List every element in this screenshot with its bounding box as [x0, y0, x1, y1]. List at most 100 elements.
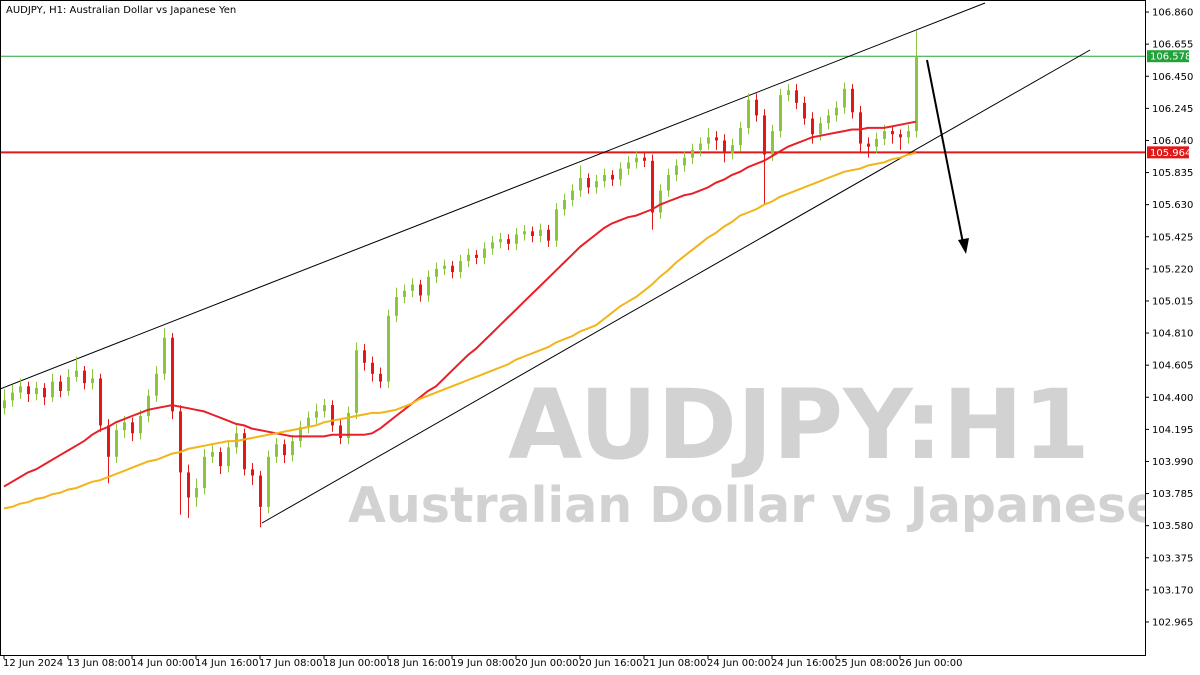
- candle-body: [371, 362, 374, 374]
- candle-body: [603, 174, 606, 182]
- channel-upper: [0, 2, 986, 390]
- candle-body: [875, 138, 878, 147]
- y-tick-label: 105.425: [1152, 232, 1193, 243]
- axes: 106.860 106.655 106.450 106.245 106.040 105.8…: [3, 8, 1193, 669]
- candle-body: [403, 290, 406, 298]
- candle-body: [883, 131, 886, 139]
- candle-body: [867, 143, 870, 147]
- candle-body: [483, 248, 486, 258]
- price-level-label: 106.578: [1150, 52, 1191, 63]
- candle-body: [619, 168, 622, 180]
- candle-body: [99, 378, 102, 426]
- y-tick-label: 105.220: [1152, 264, 1193, 275]
- chart-title: AUDJPY, H1: Australian Dollar vs Japanes…: [6, 5, 236, 16]
- candle-body: [611, 174, 614, 180]
- candle-body: [19, 386, 22, 393]
- candle-body: [27, 386, 30, 395]
- x-tick-label: 14 Jun 16:00: [195, 658, 259, 669]
- candle-body: [843, 88, 846, 108]
- candle-body: [699, 143, 702, 150]
- x-tick-label: 21 Jun 08:00: [643, 658, 707, 669]
- candle-body: [43, 387, 46, 398]
- candle-body: [835, 107, 838, 116]
- candle-body: [675, 165, 678, 175]
- candle-body: [899, 134, 902, 138]
- x-tick-label: 12 Jun 2024: [3, 658, 63, 669]
- y-tick-label: 106.655: [1152, 40, 1193, 51]
- candle-body: [739, 127, 742, 146]
- candle-body: [915, 56, 918, 132]
- candle-body: [211, 452, 214, 457]
- candle-body: [123, 422, 126, 431]
- candle-body: [387, 315, 390, 382]
- x-tick-label: 24 Jun 00:00: [707, 658, 771, 669]
- y-tick-label: 106.450: [1152, 72, 1193, 83]
- candle-body: [747, 99, 750, 128]
- candle-body: [523, 231, 526, 235]
- candle-body: [667, 174, 670, 191]
- x-tick-label: 20 Jun 00:00: [515, 658, 579, 669]
- candle-body: [291, 441, 294, 456]
- candle-body: [35, 387, 38, 395]
- y-tick-label: 105.015: [1152, 296, 1193, 307]
- candle-body: [595, 181, 598, 188]
- candle-body: [355, 350, 358, 413]
- candle-body: [803, 102, 806, 119]
- candle-body: [499, 239, 502, 243]
- candle-body: [59, 381, 62, 391]
- candle-body: [491, 242, 494, 249]
- y-tick-label: 105.630: [1152, 200, 1193, 211]
- y-tick-label: 104.605: [1152, 361, 1193, 372]
- candle-body: [91, 378, 94, 384]
- candle-body: [379, 373, 382, 382]
- y-tick-label: 104.810: [1152, 329, 1193, 340]
- candle-body: [179, 411, 182, 473]
- candle-body: [3, 400, 6, 409]
- candle-body: [515, 234, 518, 244]
- watermark-symbol: AUDJPY:H1: [508, 369, 1090, 481]
- candle-body: [715, 137, 718, 141]
- moving-average: [3, 152, 917, 510]
- candle-body: [587, 178, 590, 188]
- candle-body: [115, 430, 118, 457]
- candle-body: [811, 118, 814, 135]
- candle-body: [219, 452, 222, 467]
- candle-body: [827, 115, 830, 124]
- candle-body: [683, 157, 686, 166]
- candle-body: [435, 268, 438, 277]
- y-tick-label: 103.170: [1152, 585, 1193, 596]
- candle-body: [635, 157, 638, 163]
- x-tick-label: 18 Jun 00:00: [323, 658, 387, 669]
- candles: [3, 30, 918, 528]
- candle-body: [475, 254, 478, 258]
- y-tick-label: 103.990: [1152, 457, 1193, 468]
- candle-body: [771, 131, 774, 155]
- candle-body: [203, 456, 206, 489]
- candle-body: [643, 157, 646, 161]
- y-tick-label: 102.965: [1152, 617, 1193, 628]
- candle-body: [155, 373, 158, 396]
- candle-body: [227, 447, 230, 467]
- x-tick-label: 25 Jun 08:00: [835, 658, 899, 669]
- candle-body: [339, 425, 342, 438]
- candle-body: [163, 337, 166, 374]
- candle-body: [651, 160, 654, 213]
- trend-lines: [0, 2, 1091, 524]
- candle-body: [891, 131, 894, 135]
- candle-body: [411, 284, 414, 291]
- candle-body: [539, 229, 542, 236]
- candle-body: [467, 254, 470, 262]
- candle-body: [691, 149, 694, 158]
- x-tick-label: 14 Jun 00:00: [131, 658, 195, 669]
- levels: [0, 55, 1145, 154]
- x-tick-label: 24 Jun 16:00: [771, 658, 835, 669]
- candle-body: [579, 178, 582, 191]
- x-tick-label: 13 Jun 08:00: [67, 658, 131, 669]
- plot-border: [0, 0, 1146, 656]
- y-tick-label: 105.835: [1152, 168, 1193, 179]
- candle-body: [731, 145, 734, 153]
- candle-body: [139, 416, 142, 434]
- candle-body: [419, 284, 422, 296]
